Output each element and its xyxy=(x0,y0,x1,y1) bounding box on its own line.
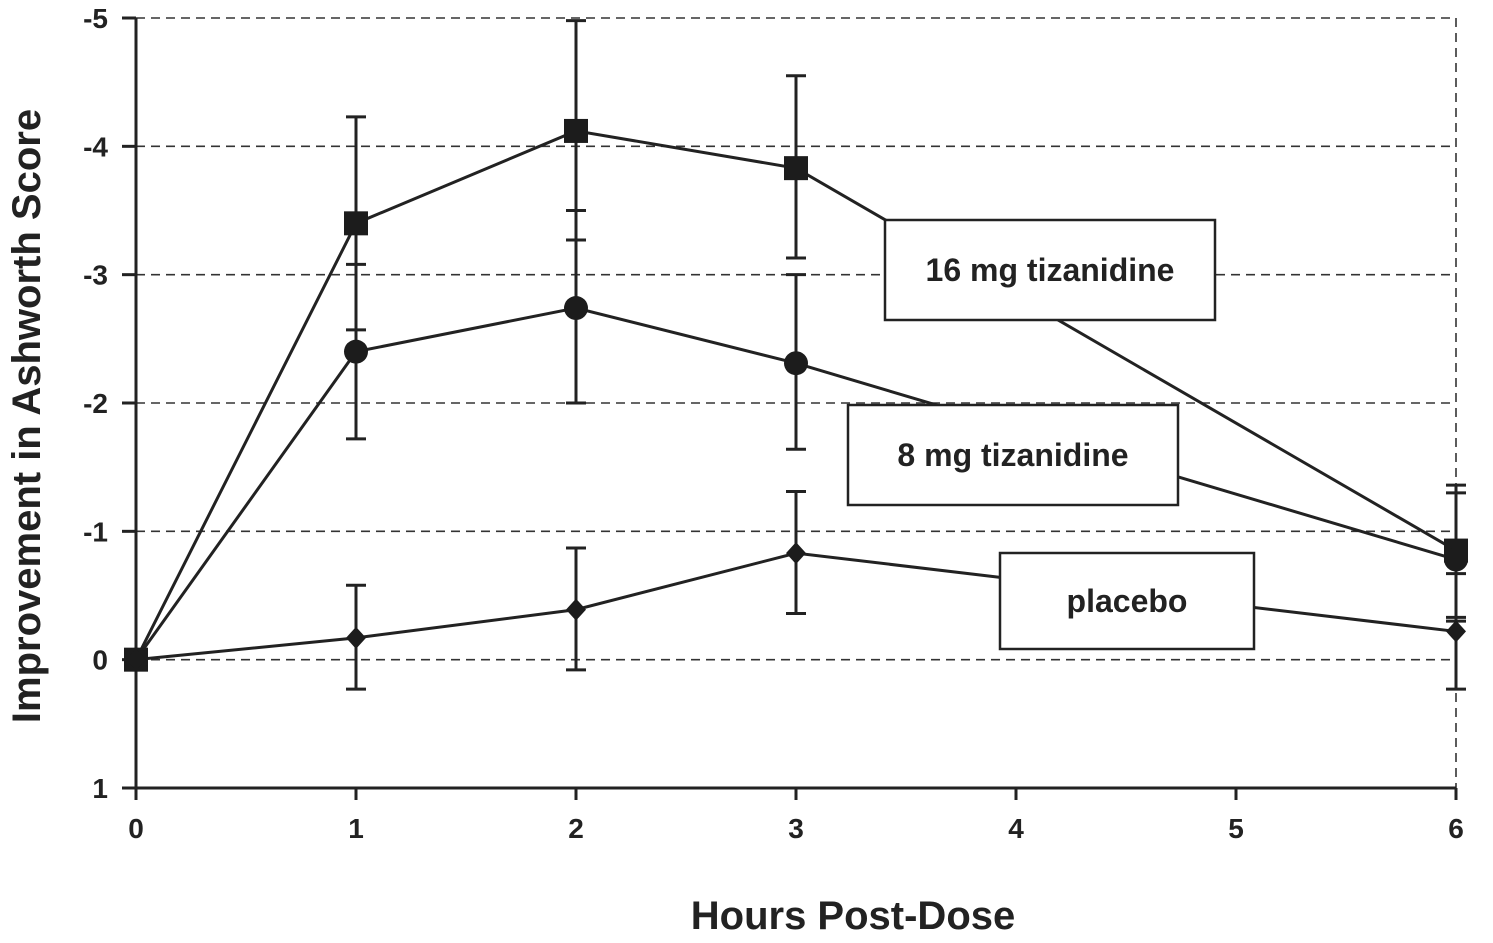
circle-marker xyxy=(784,351,808,376)
circle-marker xyxy=(564,296,588,321)
circle-marker xyxy=(344,339,368,364)
y-tick-label: -5 xyxy=(83,3,108,34)
y-tick-label: -1 xyxy=(83,516,108,547)
x-tick-label: 6 xyxy=(1448,813,1464,844)
diamond-marker xyxy=(566,598,586,621)
legend-label-1: 8 mg tizanidine xyxy=(897,437,1128,473)
x-tick-label: 5 xyxy=(1228,813,1244,844)
square-marker xyxy=(784,156,808,181)
x-axis-title: Hours Post-Dose xyxy=(691,894,1016,938)
square-marker xyxy=(344,211,368,236)
x-tick-label: 3 xyxy=(788,813,804,844)
legend-label-2: placebo xyxy=(1067,583,1188,619)
error-bars xyxy=(346,19,1466,691)
y-tick-label: 1 xyxy=(92,773,108,804)
legend-boxes: 16 mg tizanidine 8 mg tizanidine placebo xyxy=(846,218,1256,651)
x-tick-label: 2 xyxy=(568,813,584,844)
y-tick-label: -4 xyxy=(83,131,108,162)
y-axis-title: Improvement in Ashworth Score xyxy=(5,109,49,723)
x-tick-label: 4 xyxy=(1008,813,1024,844)
legend-box-0 xyxy=(883,218,1217,322)
legend-box-1 xyxy=(846,403,1180,507)
legend-label-0: 16 mg tizanidine xyxy=(926,252,1175,288)
diamond-marker xyxy=(126,648,146,671)
diamond-marker xyxy=(786,542,806,565)
axes xyxy=(122,16,1458,800)
legend-box-2 xyxy=(998,551,1256,651)
diamond-marker xyxy=(346,626,366,649)
x-tick-label: 1 xyxy=(348,813,364,844)
y-tick-label: -3 xyxy=(83,260,108,291)
diamond-marker xyxy=(1446,620,1466,643)
y-tick-label: 0 xyxy=(92,645,108,676)
series-markers xyxy=(124,118,1468,672)
circle-marker xyxy=(1444,547,1468,572)
square-marker xyxy=(564,118,588,143)
y-tick-label: -2 xyxy=(83,388,108,419)
x-tick-label: 0 xyxy=(128,813,144,844)
